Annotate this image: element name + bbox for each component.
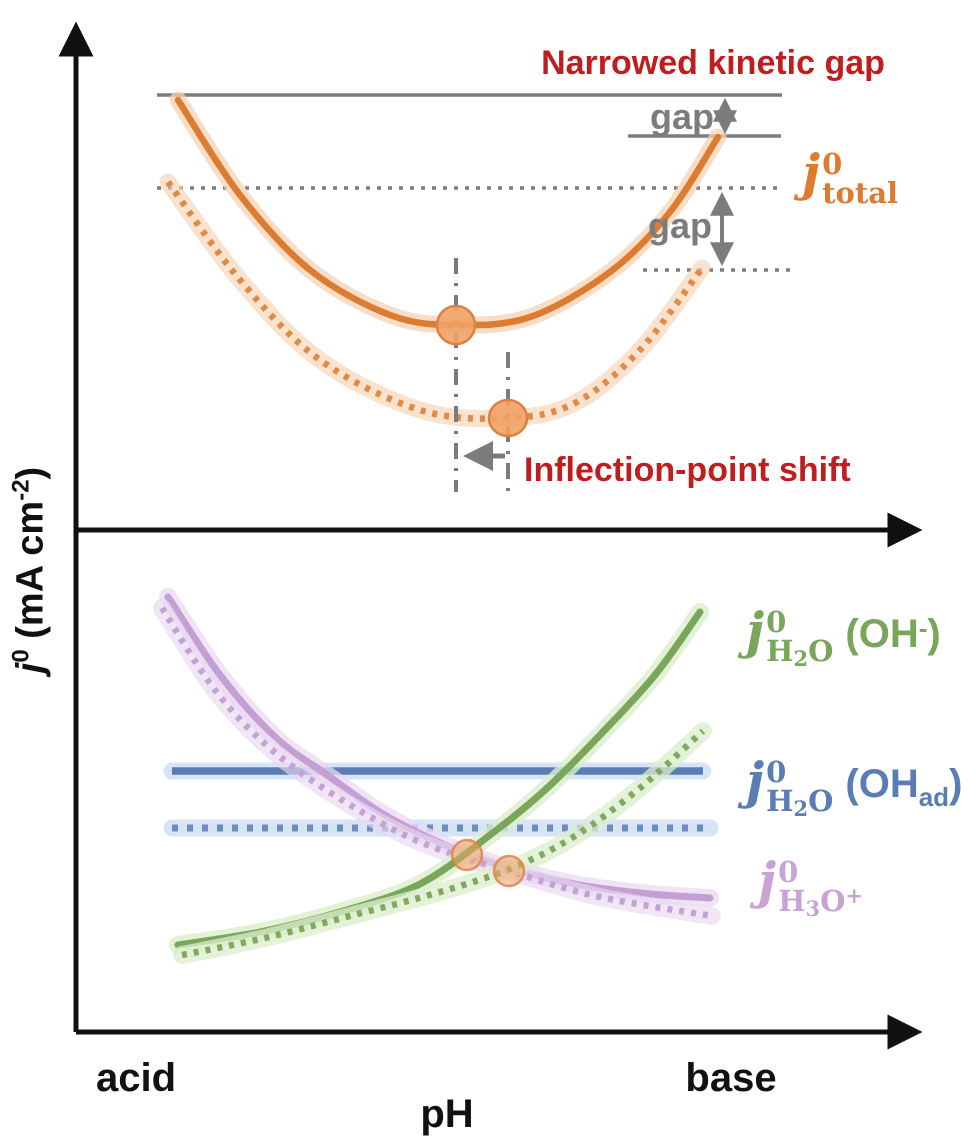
- inflection-marker-dotted: [487, 398, 529, 438]
- j-h2o-oh-paren-open: (OH: [845, 612, 919, 656]
- j-h3o-j: j: [758, 851, 777, 910]
- jtotal-j: j: [802, 143, 821, 202]
- j-h2o-ohad-j: j: [746, 751, 765, 810]
- j-h3o-label: j 0 H 3 O +: [758, 851, 863, 921]
- crossover-marker-solid: [450, 838, 484, 872]
- j-h3o-sub-o: O: [820, 884, 846, 918]
- gap-label-2: gap: [647, 205, 712, 246]
- j-h2o-ohad-paren: (OHad): [845, 762, 963, 810]
- j-h2o-oh-sup: 0: [766, 605, 787, 639]
- jtotal-dotted-curve: [165, 180, 705, 422]
- narrowed-kinetic-gap-label: Narrowed kinetic gap: [541, 44, 885, 82]
- j-h2o-oh-paren-close: ): [927, 612, 941, 656]
- h3o-dotted-curve: [159, 606, 713, 920]
- j-h2o-ohad-paren-open: (OH: [845, 762, 919, 806]
- crossover-marker-dotted: [492, 854, 526, 888]
- jtotal-sub: total: [822, 176, 899, 210]
- y-axis-label-unit: (mA cm: [9, 500, 52, 650]
- base-label: base: [685, 1056, 777, 1100]
- j-h2o-oh-sub-o: O: [808, 634, 834, 668]
- j-h2o-ohad-paren-close: ): [949, 762, 963, 806]
- inflection-point-shift-label: Inflection-point shift: [524, 451, 851, 489]
- y-axis-label-sup: 0: [7, 649, 35, 663]
- jtotal-sup: 0: [822, 147, 843, 181]
- acid-label: acid: [95, 1056, 177, 1100]
- j-h2o-ohad-sup: 0: [766, 755, 787, 789]
- j-h3o-sub-3: 3: [805, 896, 821, 921]
- gap-label-1: gap: [649, 96, 714, 137]
- j-h2o-ohad-sub-h: H: [766, 784, 794, 818]
- j-h2o-oh-paren: (OH-): [845, 614, 940, 654]
- j-h3o-sup: 0: [778, 855, 799, 889]
- j-h2o-ohad-paren-sub: ad: [918, 782, 950, 812]
- j-h2o-ohad-sub-o: O: [808, 784, 834, 818]
- j-h2o-oh-sub-2: 2: [793, 646, 809, 671]
- j-h3o-sub-h: H: [778, 884, 806, 918]
- inflection-marker-solid: [435, 304, 477, 346]
- y-axis-label-unit-sup: -2: [7, 479, 35, 501]
- j-h2o-ohad-sub-2: 2: [793, 796, 809, 821]
- j-h2o-oh-j: j: [746, 601, 765, 660]
- jtotal-label: j 0 total: [802, 143, 899, 210]
- h2o-oh-dotted-curve-glow: [173, 722, 712, 964]
- j-h2o-oh-sub-h: H: [766, 634, 794, 668]
- j-h3o-sub-sup: +: [845, 883, 863, 908]
- y-axis-label-unit-close: ): [9, 466, 52, 480]
- x-axis-label-ph: pH: [420, 1092, 474, 1136]
- y-axis-label: j0 (mA cm-2): [8, 467, 53, 673]
- y-axis-label-j: j: [9, 662, 52, 674]
- j-h2o-oh-paren-sup: -: [918, 613, 928, 643]
